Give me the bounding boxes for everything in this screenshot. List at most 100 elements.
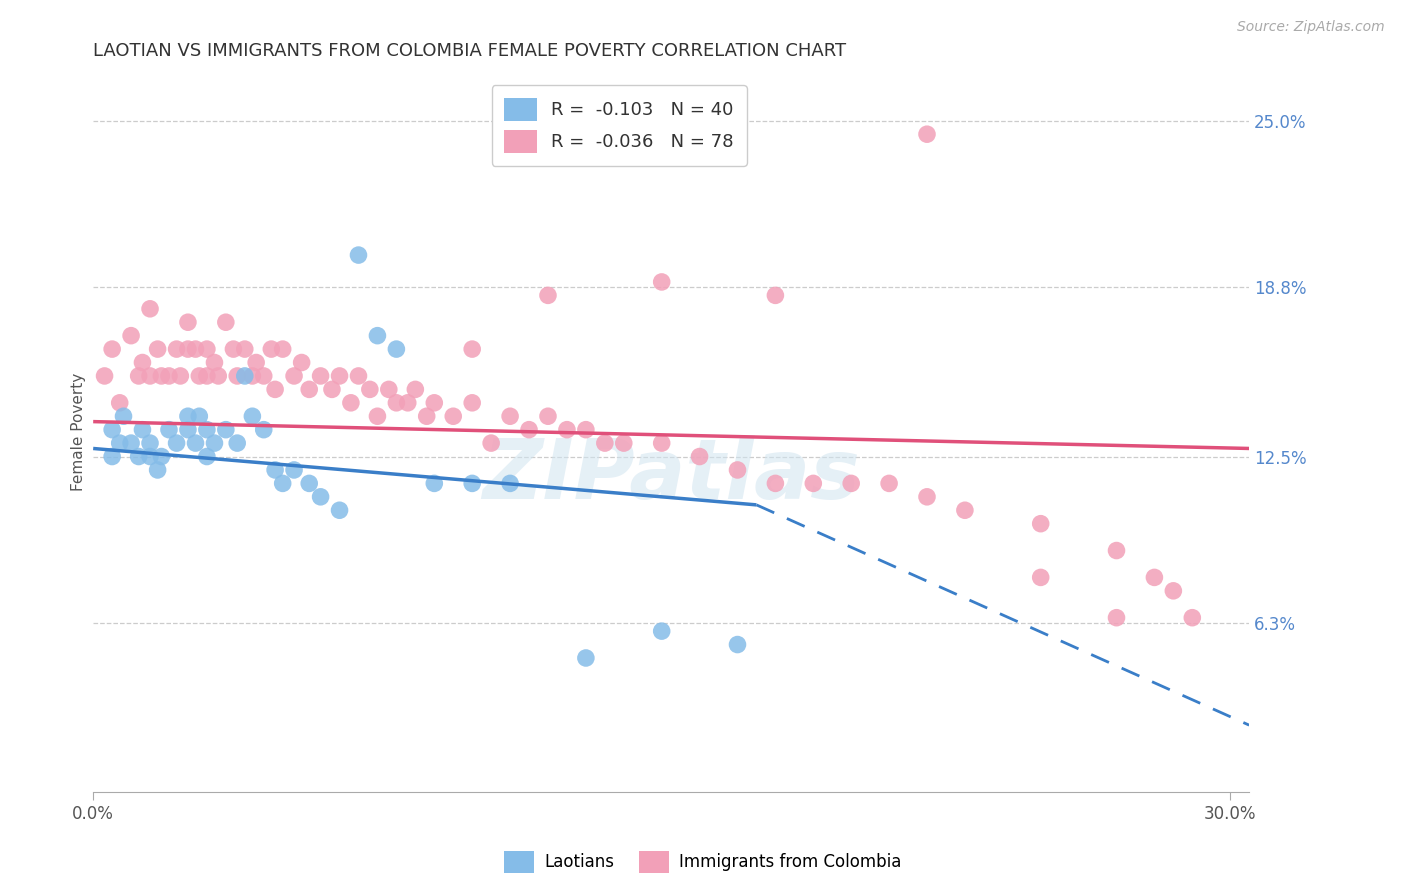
Point [1143, 570, 1166, 584]
Point [215, 423, 238, 437]
Point [128, 368, 150, 383]
Point [169, 368, 191, 383]
Point [499, 476, 522, 491]
Point [146, 342, 169, 356]
Point [537, 288, 560, 302]
Point [215, 315, 238, 329]
Point [264, 463, 287, 477]
Point [101, 423, 124, 437]
Point [120, 436, 142, 450]
Point [441, 409, 464, 424]
Point [128, 450, 150, 464]
Point [146, 463, 169, 477]
Point [222, 342, 245, 356]
Point [139, 436, 162, 450]
Point [131, 355, 153, 369]
Point [366, 409, 388, 424]
Point [207, 368, 229, 383]
Point [801, 476, 824, 491]
Point [328, 503, 350, 517]
Point [101, 342, 124, 356]
Point [157, 368, 180, 383]
Point [108, 436, 131, 450]
Point [139, 301, 162, 316]
Point [461, 476, 484, 491]
Point [195, 342, 218, 356]
Point [651, 275, 673, 289]
Point [499, 409, 522, 424]
Point [253, 423, 276, 437]
Point [953, 503, 976, 517]
Point [204, 355, 226, 369]
Point [177, 342, 200, 356]
Point [613, 436, 636, 450]
Point [139, 450, 162, 464]
Point [195, 450, 218, 464]
Point [321, 383, 343, 397]
Point [385, 396, 408, 410]
Point [575, 651, 598, 665]
Point [1029, 516, 1052, 531]
Point [651, 436, 673, 450]
Point [1029, 570, 1052, 584]
Point [195, 368, 218, 383]
Point [253, 368, 276, 383]
Point [651, 624, 673, 639]
Point [245, 355, 267, 369]
Point [93, 368, 115, 383]
Text: LAOTIAN VS IMMIGRANTS FROM COLOMBIA FEMALE POVERTY CORRELATION CHART: LAOTIAN VS IMMIGRANTS FROM COLOMBIA FEMA… [93, 42, 846, 60]
Point [226, 368, 249, 383]
Point [271, 476, 294, 491]
Point [150, 368, 173, 383]
Point [727, 463, 749, 477]
Point [517, 423, 540, 437]
Point [283, 463, 305, 477]
Point [1105, 543, 1128, 558]
Point [166, 342, 188, 356]
Point [204, 436, 226, 450]
Point [396, 396, 419, 410]
Point [1181, 610, 1204, 624]
Point [166, 436, 188, 450]
Point [479, 436, 502, 450]
Point [177, 423, 200, 437]
Point [195, 423, 218, 437]
Point [555, 423, 578, 437]
Point [101, 450, 124, 464]
Point [139, 368, 162, 383]
Point [461, 396, 484, 410]
Point [593, 436, 616, 450]
Point [309, 368, 332, 383]
Point [423, 396, 446, 410]
Point [415, 409, 437, 424]
Point [240, 368, 263, 383]
Point [877, 476, 900, 491]
Point [915, 490, 938, 504]
Point [177, 409, 200, 424]
Point [233, 342, 256, 356]
Point [264, 383, 287, 397]
Point [689, 450, 711, 464]
Point [233, 368, 256, 383]
Point [283, 368, 305, 383]
Point [366, 328, 388, 343]
Point [240, 409, 263, 424]
Point [763, 288, 786, 302]
Point [157, 423, 180, 437]
Legend: R =  -0.103   N = 40, R =  -0.036   N = 78: R = -0.103 N = 40, R = -0.036 N = 78 [492, 85, 747, 166]
Point [298, 383, 321, 397]
Point [188, 409, 211, 424]
Point [461, 342, 484, 356]
Point [309, 490, 332, 504]
Point [291, 355, 314, 369]
Text: Source: ZipAtlas.com: Source: ZipAtlas.com [1237, 20, 1385, 34]
Point [271, 342, 294, 356]
Text: ZIPatlas: ZIPatlas [482, 435, 860, 516]
Point [226, 436, 249, 450]
Point [184, 436, 207, 450]
Point [177, 315, 200, 329]
Point [347, 248, 370, 262]
Point [340, 396, 363, 410]
Point [404, 383, 426, 397]
Point [423, 476, 446, 491]
